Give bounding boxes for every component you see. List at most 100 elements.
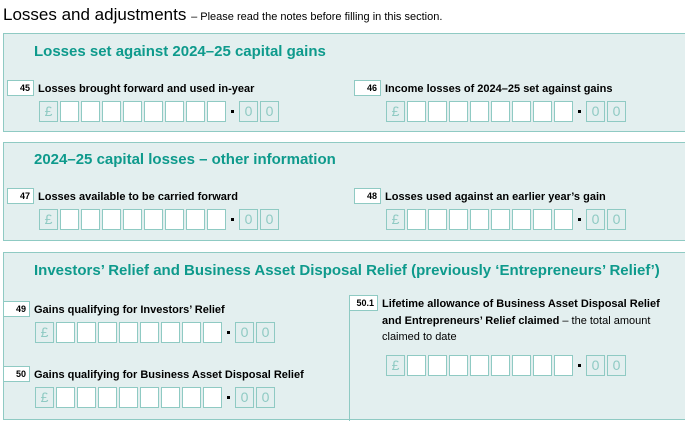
digit-cell[interactable]	[407, 355, 426, 376]
digit-cell[interactable]	[119, 322, 138, 343]
amount-input[interactable]: £0 0	[386, 209, 628, 230]
digit-cell[interactable]	[449, 355, 468, 376]
digit-cell[interactable]	[123, 209, 142, 230]
digit-cell[interactable]	[407, 209, 426, 230]
field-label: Lifetime allowance of Business Asset Dis…	[382, 298, 660, 343]
digit-cell[interactable]	[144, 209, 163, 230]
digit-cell[interactable]	[56, 387, 75, 408]
amount-input[interactable]: £0 0	[35, 322, 277, 343]
digit-cell[interactable]	[165, 209, 184, 230]
pence-cell: 0	[260, 101, 279, 122]
pence-cell: 0	[239, 101, 258, 122]
section-title: Losses and adjustments – Please read the…	[3, 5, 443, 24]
amount-input[interactable]: £0 0	[39, 101, 281, 122]
digit-cell[interactable]	[161, 387, 180, 408]
digit-cell[interactable]	[207, 101, 226, 122]
digit-cell[interactable]	[182, 387, 201, 408]
amount-input[interactable]: £0 0	[386, 101, 628, 122]
digit-cell[interactable]	[77, 322, 96, 343]
pence-cell: 0	[235, 322, 254, 343]
box-number: 49	[3, 301, 30, 317]
digit-cell[interactable]	[165, 101, 184, 122]
digit-cell[interactable]	[449, 209, 468, 230]
digit-cell[interactable]	[102, 209, 121, 230]
pound-sign: £	[386, 355, 405, 376]
box-number: 45	[7, 80, 34, 96]
field-label: Losses brought forward and used in-year	[38, 83, 255, 95]
digit-cell[interactable]	[512, 355, 531, 376]
pence-cell: 0	[256, 322, 275, 343]
digit-cell[interactable]	[207, 209, 226, 230]
amount-input[interactable]: £0 0	[386, 355, 628, 376]
box-number: 47	[7, 188, 34, 204]
digit-cell[interactable]	[554, 101, 573, 122]
pound-sign: £	[35, 322, 54, 343]
digit-cell[interactable]	[491, 101, 510, 122]
field-label: Gains qualifying for Business Asset Disp…	[34, 369, 304, 381]
digit-cell[interactable]	[554, 209, 573, 230]
digit-cell[interactable]	[123, 101, 142, 122]
digit-cell[interactable]	[182, 322, 201, 343]
pence-cell: 0	[607, 101, 626, 122]
digit-cell[interactable]	[140, 322, 159, 343]
digit-cell[interactable]	[470, 209, 489, 230]
digit-cell[interactable]	[533, 355, 552, 376]
digit-cell[interactable]	[512, 209, 531, 230]
decimal-point	[231, 110, 234, 113]
digit-cell[interactable]	[428, 101, 447, 122]
decimal-point	[227, 331, 230, 334]
digit-cell[interactable]	[56, 322, 75, 343]
box-number: 46	[354, 80, 381, 96]
digit-cell[interactable]	[491, 209, 510, 230]
box-number: 50	[3, 366, 30, 382]
field-label: Gains qualifying for Investors’ Relief	[34, 304, 225, 316]
amount-input[interactable]: £0 0	[39, 209, 281, 230]
digit-cell[interactable]	[60, 209, 79, 230]
digit-cell[interactable]	[554, 355, 573, 376]
digit-cell[interactable]	[512, 101, 531, 122]
digit-cell[interactable]	[60, 101, 79, 122]
digit-cell[interactable]	[144, 101, 163, 122]
field-label: Losses used against an earlier year’s ga…	[385, 191, 606, 203]
pence-cell: 0	[607, 209, 626, 230]
digit-cell[interactable]	[428, 355, 447, 376]
pound-sign: £	[39, 101, 58, 122]
section-subtitle: – Please read the notes before filling i…	[191, 11, 443, 23]
digit-cell[interactable]	[449, 101, 468, 122]
digit-cell[interactable]	[203, 322, 222, 343]
digit-cell[interactable]	[98, 387, 117, 408]
digit-cell[interactable]	[119, 387, 138, 408]
digit-cell[interactable]	[77, 387, 96, 408]
digit-cell[interactable]	[203, 387, 222, 408]
digit-cell[interactable]	[533, 101, 552, 122]
digit-cell[interactable]	[98, 322, 117, 343]
amount-input[interactable]: £0 0	[35, 387, 277, 408]
digit-cell[interactable]	[102, 101, 121, 122]
pence-cell: 0	[607, 355, 626, 376]
digit-cell[interactable]	[161, 322, 180, 343]
digit-cell[interactable]	[81, 101, 100, 122]
box-number: 50.1	[349, 295, 378, 311]
decimal-point	[578, 364, 581, 367]
pound-sign: £	[386, 101, 405, 122]
digit-cell[interactable]	[491, 355, 510, 376]
digit-cell[interactable]	[186, 209, 205, 230]
panel-capital-losses-other: 2024–25 capital losses – other informati…	[3, 142, 685, 241]
box-number: 48	[354, 188, 381, 204]
digit-cell[interactable]	[186, 101, 205, 122]
digit-cell[interactable]	[470, 355, 489, 376]
panel-heading: Investors’ Relief and Business Asset Dis…	[34, 262, 660, 279]
panel-investors-relief: Investors’ Relief and Business Asset Dis…	[3, 252, 685, 421]
decimal-point	[578, 110, 581, 113]
digit-cell[interactable]	[407, 101, 426, 122]
digit-cell[interactable]	[140, 387, 159, 408]
pence-cell: 0	[239, 209, 258, 230]
digit-cell[interactable]	[428, 209, 447, 230]
column-divider	[349, 296, 350, 421]
pence-cell: 0	[235, 387, 254, 408]
field-label: Income losses of 2024–25 set against gai…	[385, 83, 613, 95]
digit-cell[interactable]	[81, 209, 100, 230]
pence-cell: 0	[586, 355, 605, 376]
digit-cell[interactable]	[533, 209, 552, 230]
digit-cell[interactable]	[470, 101, 489, 122]
